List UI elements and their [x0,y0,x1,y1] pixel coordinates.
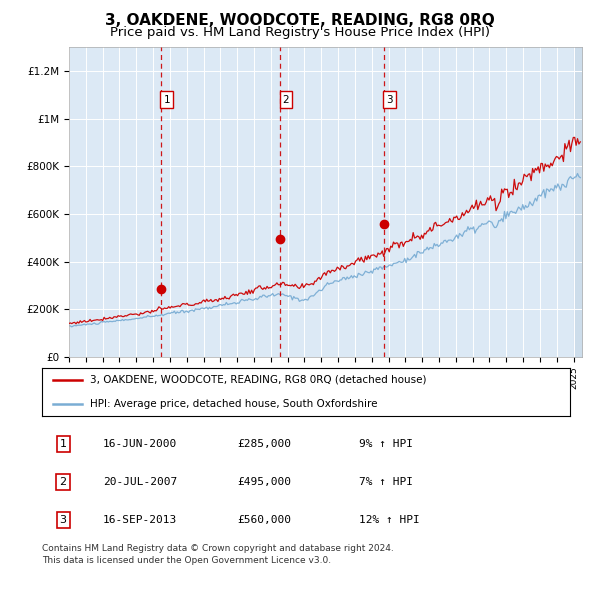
Text: 20-JUL-2007: 20-JUL-2007 [103,477,177,487]
Text: 3: 3 [386,94,393,104]
Text: 1: 1 [163,94,170,104]
Text: 1: 1 [59,440,67,450]
Text: 2: 2 [59,477,67,487]
Text: 3: 3 [59,515,67,525]
Text: £560,000: £560,000 [238,515,292,525]
Text: 9% ↑ HPI: 9% ↑ HPI [359,440,413,450]
Text: 12% ↑ HPI: 12% ↑ HPI [359,515,419,525]
Text: 2: 2 [283,94,289,104]
Text: 7% ↑ HPI: 7% ↑ HPI [359,477,413,487]
Text: 3, OAKDENE, WOODCOTE, READING, RG8 0RQ (detached house): 3, OAKDENE, WOODCOTE, READING, RG8 0RQ (… [89,375,426,385]
Text: Contains HM Land Registry data © Crown copyright and database right 2024.
This d: Contains HM Land Registry data © Crown c… [42,544,394,565]
Text: £495,000: £495,000 [238,477,292,487]
Text: 16-JUN-2000: 16-JUN-2000 [103,440,177,450]
Text: Price paid vs. HM Land Registry's House Price Index (HPI): Price paid vs. HM Land Registry's House … [110,26,490,39]
Text: £285,000: £285,000 [238,440,292,450]
Text: HPI: Average price, detached house, South Oxfordshire: HPI: Average price, detached house, Sout… [89,399,377,409]
Text: 16-SEP-2013: 16-SEP-2013 [103,515,177,525]
Text: 3, OAKDENE, WOODCOTE, READING, RG8 0RQ: 3, OAKDENE, WOODCOTE, READING, RG8 0RQ [105,13,495,28]
